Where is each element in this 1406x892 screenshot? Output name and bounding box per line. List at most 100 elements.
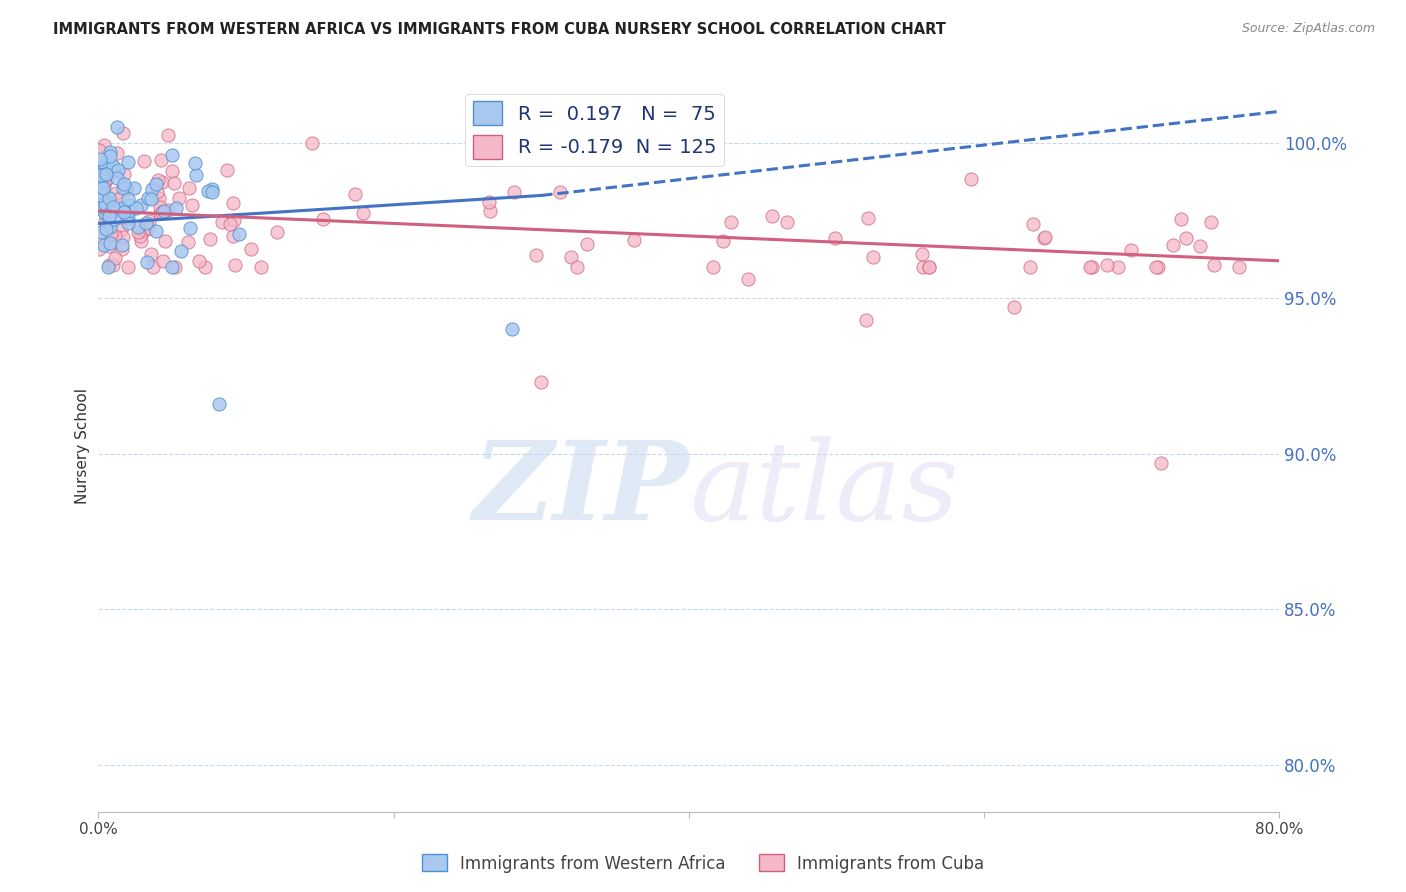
Point xyxy=(110,202,132,217)
Point xyxy=(149,153,172,168)
Point xyxy=(530,375,553,389)
Point xyxy=(89,197,111,211)
Point xyxy=(96,194,118,208)
Point xyxy=(169,191,191,205)
Point xyxy=(1144,260,1167,274)
Point xyxy=(138,214,160,228)
Point xyxy=(97,191,120,205)
Point xyxy=(156,202,179,217)
Point xyxy=(135,254,157,268)
Point xyxy=(90,176,112,190)
Point xyxy=(98,229,121,244)
Point xyxy=(105,120,128,134)
Point xyxy=(122,181,145,195)
Point xyxy=(179,221,201,235)
Point xyxy=(129,198,152,212)
Point xyxy=(90,168,112,182)
Point xyxy=(98,149,121,163)
Point xyxy=(250,260,273,274)
Point xyxy=(135,216,157,230)
Point xyxy=(112,178,135,192)
Point xyxy=(623,233,645,247)
Point xyxy=(91,194,114,208)
Point xyxy=(160,148,183,162)
Point xyxy=(218,217,240,231)
Point xyxy=(117,260,139,274)
Point xyxy=(149,205,172,219)
Point xyxy=(107,192,129,206)
Point xyxy=(103,204,125,219)
Point xyxy=(112,167,135,181)
Point xyxy=(1021,217,1043,231)
Point xyxy=(548,185,571,199)
Point xyxy=(1202,259,1225,273)
Text: atlas: atlas xyxy=(689,436,959,543)
Point xyxy=(111,181,134,195)
Point xyxy=(100,227,122,241)
Point xyxy=(165,201,187,215)
Point xyxy=(117,216,139,230)
Point xyxy=(98,235,121,250)
Point xyxy=(98,220,121,235)
Text: Source: ZipAtlas.com: Source: ZipAtlas.com xyxy=(1241,22,1375,36)
Point xyxy=(155,234,177,248)
Point xyxy=(152,254,174,268)
Point xyxy=(170,244,193,258)
Point xyxy=(103,196,125,211)
Point xyxy=(1095,258,1118,272)
Point xyxy=(1002,301,1025,315)
Point xyxy=(97,239,120,253)
Point xyxy=(125,201,148,215)
Point xyxy=(93,181,115,195)
Point xyxy=(100,205,122,219)
Point xyxy=(93,175,115,189)
Point xyxy=(1227,260,1250,274)
Point xyxy=(478,194,501,209)
Point xyxy=(702,260,724,274)
Point xyxy=(104,251,127,265)
Point xyxy=(93,157,115,171)
Point xyxy=(96,197,118,211)
Point xyxy=(761,209,783,223)
Point xyxy=(110,223,132,237)
Point xyxy=(855,313,877,327)
Point xyxy=(184,155,207,169)
Point xyxy=(198,232,221,246)
Point xyxy=(97,258,120,272)
Point xyxy=(240,242,263,256)
Point xyxy=(93,214,115,228)
Point xyxy=(139,192,162,206)
Point xyxy=(87,242,110,256)
Point xyxy=(138,191,160,205)
Point xyxy=(134,223,156,237)
Point xyxy=(197,184,219,198)
Point xyxy=(177,235,200,249)
Point xyxy=(112,230,135,244)
Point xyxy=(1078,260,1101,274)
Point xyxy=(1080,260,1102,274)
Point xyxy=(100,164,122,178)
Point xyxy=(301,136,323,150)
Point xyxy=(918,260,941,274)
Point xyxy=(152,204,174,219)
Point xyxy=(856,211,879,225)
Point xyxy=(89,188,111,202)
Point xyxy=(117,182,139,196)
Point xyxy=(181,198,204,212)
Y-axis label: Nursery School: Nursery School xyxy=(75,388,90,504)
Point xyxy=(87,143,110,157)
Point xyxy=(127,219,149,234)
Point xyxy=(502,185,524,199)
Point xyxy=(100,203,122,218)
Point xyxy=(1033,230,1056,244)
Point xyxy=(94,208,117,222)
Point xyxy=(150,204,173,219)
Point xyxy=(128,229,150,244)
Point xyxy=(89,152,111,166)
Point xyxy=(1199,215,1222,229)
Point xyxy=(118,204,141,219)
Point xyxy=(112,204,135,219)
Point xyxy=(224,258,246,272)
Point xyxy=(912,260,935,274)
Point xyxy=(105,186,128,200)
